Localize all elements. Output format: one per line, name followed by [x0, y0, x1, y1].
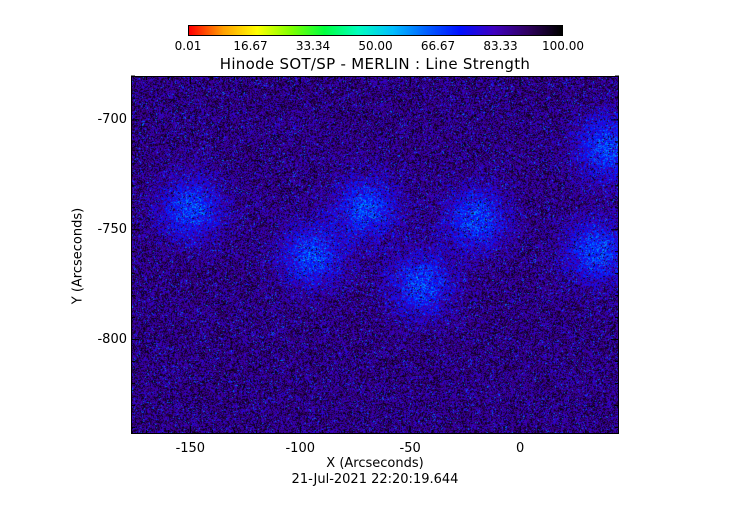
y-tick-label: -750: [97, 221, 127, 237]
colorbar-tick-label: 33.34: [295, 39, 331, 53]
colorbar-tick-label: 0.01: [174, 39, 202, 53]
plot-title: Hinode SOT/SP - MERLIN : Line Strength: [219, 55, 531, 73]
heatmap-image: [132, 77, 618, 433]
x-tick-label: -150: [175, 441, 206, 456]
line-strength-map: [131, 76, 619, 434]
y-tick-label: -800: [97, 331, 127, 347]
colorbar-tick-label: 100.00: [542, 39, 584, 53]
colorbar-tick-label: 83.33: [483, 39, 518, 53]
y-axis-label: Y (Arcseconds): [70, 207, 86, 305]
colorbar-tick-label: 66.67: [420, 39, 456, 53]
x-tick-label: -50: [399, 441, 421, 456]
colorbar-tick-label: 16.67: [233, 39, 268, 53]
colorbar: [188, 25, 563, 36]
colorbar-tick-label: 50.00: [358, 39, 393, 53]
observation-timestamp: 21-Jul-2021 22:20:19.644: [291, 472, 459, 487]
x-tick-label: -100: [285, 441, 315, 456]
y-tick-label: -700: [97, 111, 127, 127]
x-tick-label: 0: [515, 441, 525, 456]
x-axis-label: X (Arcseconds): [326, 456, 424, 471]
